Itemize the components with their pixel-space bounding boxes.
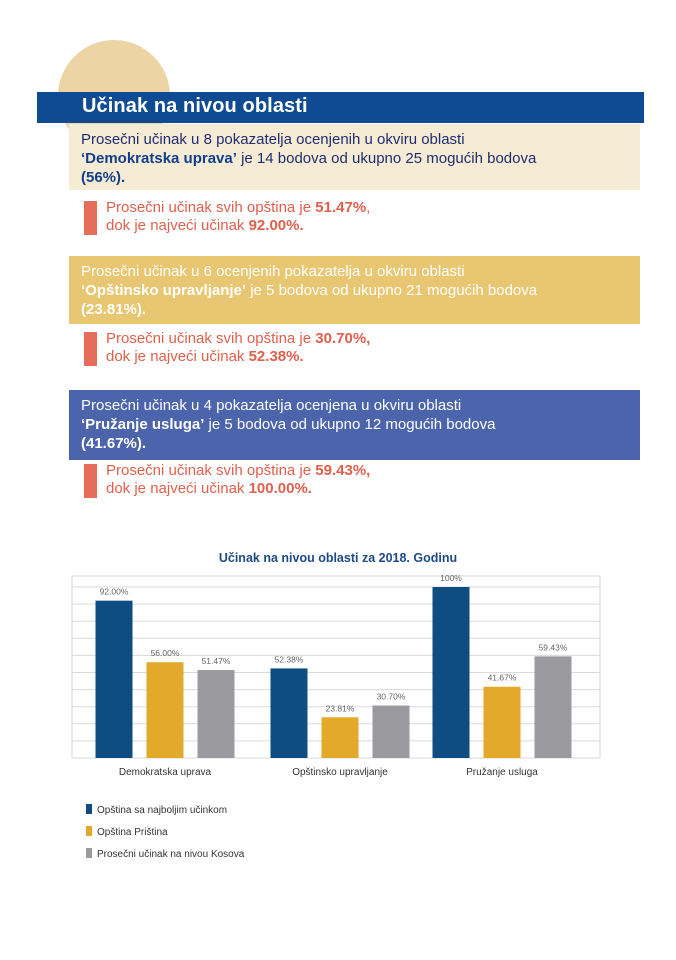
legend-swatch xyxy=(86,804,92,814)
note-marker xyxy=(84,201,97,235)
bar-0-1 xyxy=(270,668,308,758)
area-name: ‘Opštinsko upravljanje’ xyxy=(81,282,247,299)
legend-item-kosovo: Prosečni učinak na nivou Kosova xyxy=(86,848,244,860)
data-label: 30.70% xyxy=(377,692,406,702)
summary-line: je 5 bodova od ukupno 12 mogućih bodova xyxy=(204,416,496,433)
data-label: 59.43% xyxy=(539,642,568,652)
summary-line: Prosečni učinak u 6 ocenjenih pokazatelj… xyxy=(81,263,465,280)
note-text: dok je najveći učinak xyxy=(106,480,249,497)
category-label: Opštinsko upravljanje xyxy=(292,767,388,778)
data-label: 56.00% xyxy=(151,648,180,658)
data-label: 41.67% xyxy=(488,673,517,683)
data-label: 52.38% xyxy=(275,654,304,664)
note-text: Prosečni učinak svih opština je xyxy=(106,462,316,479)
note-max-value: 92.00%. xyxy=(248,217,304,234)
bar-1-1 xyxy=(321,717,359,758)
note-marker xyxy=(84,332,97,366)
category-label: Demokratska uprava xyxy=(119,767,212,778)
bar-1-2 xyxy=(483,686,521,758)
chart-title: Učinak na nivou oblasti za 2018. Godinu xyxy=(218,551,458,565)
legend-label: Opština Priština xyxy=(97,827,168,838)
note-text: dok je najveći učinak xyxy=(106,217,249,234)
summary-line: je 14 bodova od ukupno 25 mogućih bodova xyxy=(236,150,537,167)
data-label: 23.81% xyxy=(326,703,355,713)
section-title-bar: Učinak na nivou oblasti xyxy=(37,92,644,123)
area-summary-democratic-governance: Prosečni učinak u 8 pokazatelja ocenjeni… xyxy=(69,124,640,190)
category-label: Pružanje usluga xyxy=(466,767,538,778)
note-text: dok je najveći učinak xyxy=(106,348,249,365)
legend-item-pristina: Opština Priština xyxy=(86,826,168,838)
legend-item-best: Opština sa najboljim učinkom xyxy=(86,804,227,816)
bar-2-1 xyxy=(372,705,410,758)
area-percent: (23.81%). xyxy=(81,301,147,318)
summary-line: Prosečni učinak u 4 pokazatelja ocenjena… xyxy=(81,397,462,414)
data-label: 92.00% xyxy=(100,587,129,597)
bar-2-2 xyxy=(534,656,572,758)
bar-2-0 xyxy=(197,669,235,758)
note-marker xyxy=(84,464,97,498)
area-name: ‘Demokratska uprava’ xyxy=(81,150,237,167)
bar-1-0 xyxy=(146,662,184,758)
bar-0-0 xyxy=(95,600,133,758)
note-max-value: 100.00%. xyxy=(248,480,312,497)
summary-line: Prosečni učinak u 8 pokazatelja ocenjeni… xyxy=(81,131,465,148)
note-max-value: 52.38%. xyxy=(248,348,304,365)
area-name: ‘Pružanje usluga’ xyxy=(81,416,205,433)
summary-line: je 5 bodova od ukupno 21 mogućih bodova xyxy=(246,282,538,299)
legend-label: Opština sa najboljim učinkom xyxy=(97,805,228,816)
note-average-value: 30.70%, xyxy=(315,330,371,347)
data-label: 51.47% xyxy=(202,656,231,666)
area-percent: (56%). xyxy=(81,169,126,186)
note-text: Prosečni učinak svih opština je xyxy=(106,330,316,347)
legend-swatch xyxy=(86,826,92,836)
legend-label: Prosečni učinak na nivou Kosova xyxy=(97,849,245,860)
bar-0-2 xyxy=(432,587,470,758)
note-text: , xyxy=(366,199,371,216)
note-average-value: 51.47% xyxy=(315,199,367,216)
legend-swatch xyxy=(86,848,92,858)
note-text: Prosečni učinak svih opština je xyxy=(106,199,316,216)
area-summary-municipal-management: Prosečni učinak u 6 ocenjenih pokazatelj… xyxy=(69,256,640,324)
area-summary-service-delivery: Prosečni učinak u 4 pokazatelja ocenjena… xyxy=(69,390,640,460)
note-average-value: 59.43%, xyxy=(315,462,371,479)
area-percent: (41.67%). xyxy=(81,435,147,452)
data-label: 100% xyxy=(440,573,462,583)
section-title: Učinak na nivou oblasti xyxy=(82,95,308,117)
